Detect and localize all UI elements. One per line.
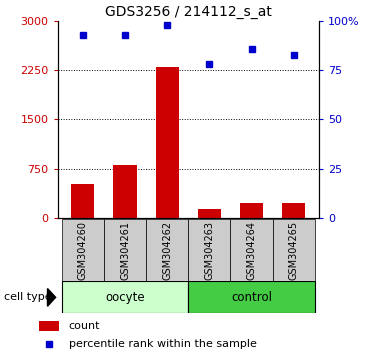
Bar bbox=[71, 184, 94, 218]
Bar bbox=[155, 67, 179, 218]
Bar bbox=[146, 219, 188, 281]
Bar bbox=[240, 202, 263, 218]
Text: percentile rank within the sample: percentile rank within the sample bbox=[69, 339, 257, 349]
Bar bbox=[230, 219, 273, 281]
Bar bbox=[62, 219, 104, 281]
Title: GDS3256 / 214112_s_at: GDS3256 / 214112_s_at bbox=[105, 5, 272, 19]
Text: GSM304264: GSM304264 bbox=[247, 221, 257, 280]
Bar bbox=[188, 219, 230, 281]
Bar bbox=[62, 281, 188, 313]
Text: GSM304260: GSM304260 bbox=[78, 221, 88, 280]
Bar bbox=[198, 209, 221, 218]
Bar bbox=[282, 203, 305, 218]
Bar bbox=[188, 281, 315, 313]
Text: GSM304261: GSM304261 bbox=[120, 221, 130, 280]
Text: cell type: cell type bbox=[4, 292, 51, 302]
Bar bbox=[114, 165, 137, 218]
Text: count: count bbox=[69, 321, 101, 331]
Bar bbox=[273, 219, 315, 281]
Text: oocyte: oocyte bbox=[105, 291, 145, 304]
Polygon shape bbox=[47, 289, 56, 306]
Text: GSM304265: GSM304265 bbox=[289, 221, 299, 280]
Bar bbox=[104, 219, 146, 281]
Text: control: control bbox=[231, 291, 272, 304]
Bar bbox=[39, 321, 59, 331]
Text: GSM304263: GSM304263 bbox=[204, 221, 214, 280]
Text: GSM304262: GSM304262 bbox=[162, 221, 172, 280]
